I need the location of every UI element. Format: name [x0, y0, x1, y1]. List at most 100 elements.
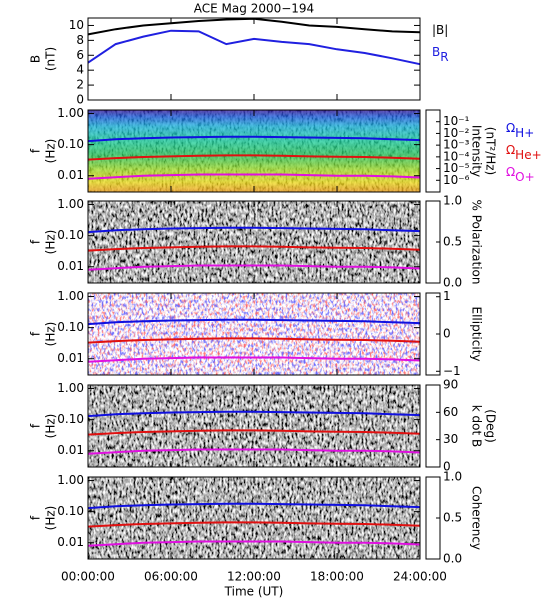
y-axis-label: f: [29, 148, 43, 153]
colorbar-label: (nT²/Hz): [484, 127, 498, 175]
series-line: [87, 154, 421, 161]
y-tick-label: 0.01: [57, 259, 84, 273]
series-line: [87, 502, 421, 510]
colorbar-tick-label: 90: [443, 378, 458, 392]
spectrogram-texture: [88, 293, 420, 375]
x-tick-label: 00:00:00: [61, 570, 115, 584]
series-line: [87, 226, 421, 234]
series-line: [87, 429, 421, 436]
legend-subscript: R: [440, 50, 448, 64]
series-line: [87, 264, 421, 271]
legend-entry: ΩO+: [506, 165, 535, 184]
spectrogram-image: [88, 477, 420, 559]
legend-label: |B|: [432, 23, 448, 37]
colorbar-tick-label: 60: [443, 405, 458, 419]
legend-label: Ω: [506, 121, 515, 135]
legend-label: Ω: [506, 165, 515, 179]
series-line: [87, 356, 421, 363]
colorbar-tick-label: 0: [443, 460, 451, 474]
legend-subscript: O+: [515, 170, 535, 184]
colorbar-label: k dot B: [470, 405, 484, 447]
series-line: [87, 540, 421, 547]
y-tick-label: 0.01: [57, 351, 84, 365]
spectrogram-texture: [88, 110, 420, 192]
series-line: [87, 448, 421, 455]
y-axis-label: f: [29, 423, 43, 428]
colorbar-label: % Polarization: [470, 200, 484, 285]
y-tick-label: 8: [76, 33, 84, 47]
series-line: [87, 521, 421, 528]
colorbar-label: Ellipticity: [470, 307, 484, 362]
x-tick-label: 24:00:00: [393, 570, 447, 584]
y-tick-label: 1.00: [57, 473, 84, 487]
colorbar-tick-label: 10⁻⁶: [443, 173, 470, 187]
y-axis-unit: (nT): [44, 47, 58, 71]
y-tick-label: 10: [69, 18, 84, 32]
y-axis-unit: (Hz): [44, 414, 58, 439]
colorbar-tick-label: 10⁻¹: [443, 114, 470, 128]
colorbar-label: (Deg): [484, 409, 498, 443]
y-tick-label: 0: [76, 93, 84, 107]
colorbar-tick-label: 30: [443, 432, 458, 446]
legend-label: Ω: [506, 143, 515, 157]
legend-entry: ΩHe+: [506, 143, 542, 162]
colorbar-label: Intensity: [470, 125, 484, 177]
series-line: [87, 337, 421, 344]
series-line: [87, 135, 421, 143]
y-tick-label: 2: [76, 78, 84, 92]
y-tick-label: 1.00: [57, 106, 84, 120]
y-axis-unit: (Hz): [44, 139, 58, 164]
colorbar-tick-label: 10⁻⁴: [443, 149, 470, 163]
y-tick-label: 0.01: [57, 168, 84, 182]
series-line: [87, 29, 421, 66]
series-line: [87, 410, 421, 418]
y-axis-label: B: [29, 55, 43, 63]
colorbar-tick-label: 0.5: [443, 511, 462, 525]
y-axis-label: f: [29, 239, 43, 244]
y-axis-label: f: [29, 515, 43, 520]
colorbar-tick-label: 10⁻²: [443, 126, 470, 140]
colorbar-tick-label: 0.0: [443, 552, 462, 566]
y-tick-label: 0.10: [57, 228, 84, 242]
y-tick-label: 0.10: [57, 137, 84, 151]
colorbar-tick-label: 10⁻³: [443, 138, 470, 152]
colorbar-label: Coherency: [470, 486, 484, 550]
y-axis-label: f: [29, 331, 43, 336]
legend-subscript: H+: [515, 126, 534, 140]
colorbar-tick-label: 0.0: [443, 276, 462, 290]
colorbar-tick-label: 1.0: [443, 470, 462, 484]
y-tick-label: 1.00: [57, 289, 84, 303]
x-tick-label: 18:00:00: [310, 570, 364, 584]
y-axis-unit: (Hz): [44, 322, 58, 347]
y-axis-unit: (Hz): [44, 230, 58, 255]
x-tick-label: 06:00:00: [144, 570, 198, 584]
legend-entry: BR: [432, 45, 449, 64]
spectrogram-image: [88, 385, 420, 467]
legend-label: B: [432, 45, 440, 59]
series-line: [87, 173, 421, 180]
x-tick-label: 12:00:00: [227, 570, 281, 584]
colorbar-tick-label: 10⁻⁵: [443, 161, 470, 175]
y-tick-label: 1.00: [57, 381, 84, 395]
colorbar: [425, 109, 441, 193]
legend-subscript: He+: [515, 148, 541, 162]
colorbar-tick-label: −1: [443, 364, 461, 378]
y-tick-label: 6: [76, 48, 84, 62]
spectrogram-image: [88, 201, 420, 283]
colorbar-tick-label: 1: [443, 289, 451, 303]
y-tick-label: 0.10: [57, 320, 84, 334]
y-tick-label: 0.10: [57, 504, 84, 518]
series-line: [87, 318, 421, 326]
y-tick-label: 1.00: [57, 197, 84, 211]
y-tick-label: 0.01: [57, 535, 84, 549]
series-line: [87, 245, 421, 252]
y-tick-label: 0.10: [57, 412, 84, 426]
legend-entry: ΩH+: [506, 121, 534, 140]
colorbar-tick-label: 0: [443, 327, 451, 341]
chart-title: ACE Mag 2000−194: [194, 2, 314, 16]
y-tick-label: 4: [76, 63, 84, 77]
y-axis-unit: (Hz): [44, 506, 58, 531]
colorbar-tick-label: 1.0: [443, 194, 462, 208]
